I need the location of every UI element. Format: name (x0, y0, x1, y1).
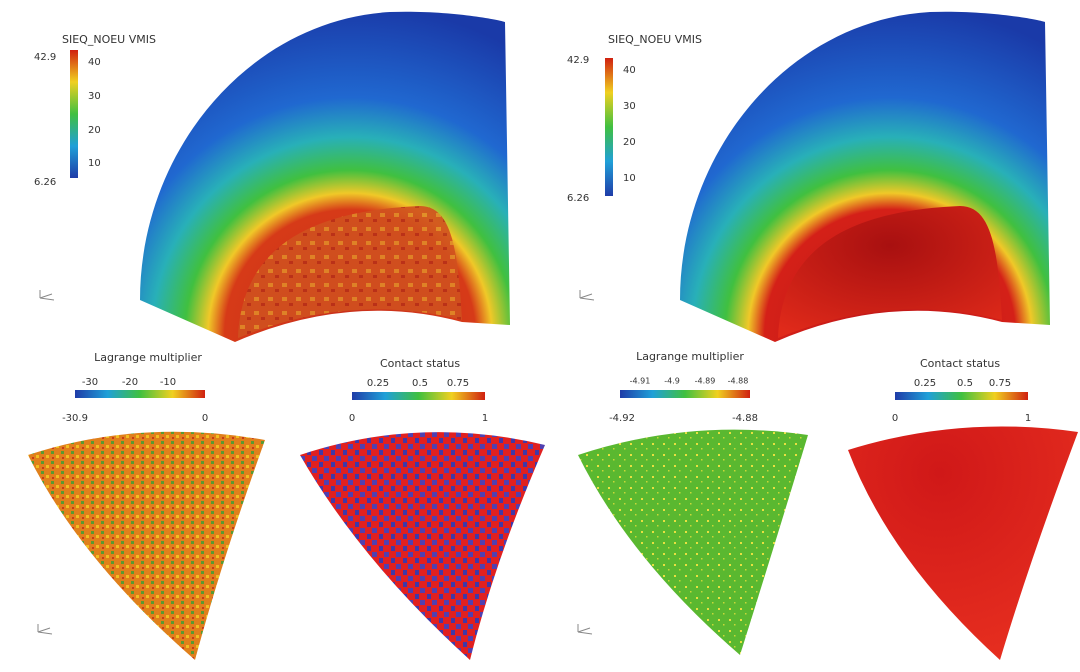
colorbar: Contact status 0.25 0.5 0.75 0 1 (892, 357, 1031, 424)
colorbar-tick: -4.88 (728, 377, 749, 386)
colorbar-tick: -4.91 (630, 377, 651, 386)
colorbar-tick: 40 (623, 65, 636, 76)
colorbar-min: 6.26 (567, 193, 589, 204)
colorbar-max: 42.9 (567, 55, 589, 66)
colorbar-title: Contact status (920, 357, 1000, 370)
colorbar-tick: 40 (88, 57, 101, 68)
colorbar-tick: 0.5 (957, 378, 973, 389)
colorbar-tick: 30 (88, 91, 101, 102)
colorbar-min: 6.26 (34, 177, 56, 188)
lagrange-surface (28, 431, 265, 660)
lagrange-surface (578, 429, 808, 655)
colorbar-tick: 0.5 (412, 378, 428, 389)
colorbar: SIEQ_NOEU VMIS 42.9 6.26 40 30 20 10 (34, 33, 156, 188)
colorbar-tick: -10 (160, 377, 176, 388)
colorbar-min: -30.9 (62, 413, 88, 424)
colorbar-tick: 0.25 (367, 378, 389, 389)
colorbar-title: Lagrange multiplier (94, 351, 202, 364)
colorbar-tick: -30 (82, 377, 98, 388)
colorbar-title: SIEQ_NOEU VMIS (62, 33, 156, 46)
contact-surface (848, 426, 1078, 660)
colorbar-min: 0 (349, 413, 355, 424)
contact-surface (300, 432, 545, 660)
colorbar-tick: 30 (623, 101, 636, 112)
stress-plot-left (140, 11, 510, 342)
colorbar-tick: 20 (623, 137, 636, 148)
colorbar-tick: 10 (623, 173, 636, 184)
colorbar-max: 1 (482, 413, 488, 424)
colorbar-tick: -4.9 (664, 377, 680, 386)
stress-plot-right (680, 11, 1050, 342)
colorbar-max: 42.9 (34, 52, 56, 63)
colorbar-min: 0 (892, 413, 898, 424)
colorbar-tick: 20 (88, 125, 101, 136)
colorbar-tick: 10 (88, 158, 101, 169)
axis-triad (37, 290, 595, 635)
colorbar: Lagrange multiplier -30 -20 -10 -30.9 0 (62, 351, 208, 424)
colorbar-max: 1 (1025, 413, 1031, 424)
colorbar-tick: -20 (122, 377, 138, 388)
colorbar: SIEQ_NOEU VMIS 42.9 6.26 40 30 20 10 (567, 33, 702, 204)
colorbar-tick: 0.75 (447, 378, 469, 389)
colorbar-tick: -4.89 (695, 377, 716, 386)
colorbar-title: Contact status (380, 357, 460, 370)
colorbar-title: Lagrange multiplier (636, 350, 744, 363)
colorbar-min: -4.92 (609, 413, 635, 424)
colorbar-max: 0 (202, 413, 208, 424)
colorbar-tick: 0.25 (914, 378, 936, 389)
colorbar-tick: 0.75 (989, 378, 1011, 389)
colorbar-max: -4.88 (732, 413, 758, 424)
colorbar: Contact status 0.25 0.5 0.75 0 1 (349, 357, 488, 424)
colorbar-title: SIEQ_NOEU VMIS (608, 33, 702, 46)
colorbar: Lagrange multiplier -4.91 -4.9 -4.89 -4.… (609, 350, 758, 424)
